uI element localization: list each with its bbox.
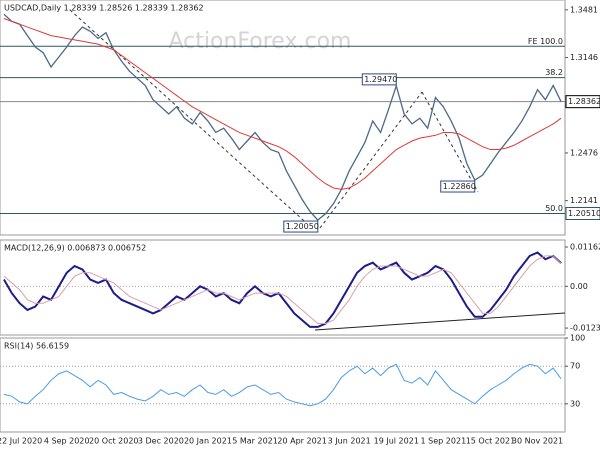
watermark: ActionForex.com xyxy=(169,29,352,54)
x-tick-label: 3 Jun 2021 xyxy=(328,437,371,446)
level-value: 1.20510 xyxy=(568,209,600,218)
level-box xyxy=(565,206,600,220)
x-tick-label: 5 Mar 2021 xyxy=(232,437,278,446)
panel-title: MACD(12,26,9) 0.006873 0.006752 xyxy=(4,244,146,253)
annotation-box xyxy=(283,220,319,233)
x-tick-label: 20 Jan 2021 xyxy=(184,437,232,446)
y-tick-label: 100 xyxy=(570,334,585,343)
last-price-label: 1.28362 xyxy=(568,97,600,106)
fib-level-label: 38.2 xyxy=(545,68,563,77)
y-tick-label: 1.2141 xyxy=(570,196,598,205)
fib-level-label: 50.0 xyxy=(545,204,563,213)
y-tick-label: 30 xyxy=(570,399,580,408)
annotation-label: 1.29470 xyxy=(364,75,397,84)
macd-frame xyxy=(0,239,566,336)
x-tick-label: 20 Apr 2021 xyxy=(277,437,326,446)
series-line xyxy=(3,251,562,328)
x-tick-label: 20 Oct 2020 xyxy=(89,437,138,446)
annotation-box xyxy=(361,73,397,86)
series-line xyxy=(3,363,562,407)
series-line xyxy=(3,255,562,325)
series-line xyxy=(3,13,562,221)
annotation-label: 1.22860 xyxy=(443,182,476,191)
trend-line xyxy=(421,91,479,193)
macd-trend-line xyxy=(314,312,566,331)
x-tick-label: 22 Jul 2020 xyxy=(0,437,42,446)
annotation-box xyxy=(440,180,476,193)
rsi-frame xyxy=(0,337,566,433)
x-tick-label: 1 Sep 2021 xyxy=(421,437,467,446)
x-tick-label: 15 Oct 2021 xyxy=(466,437,515,446)
y-tick-label: 1.2476 xyxy=(570,148,598,157)
y-tick-label: -0.012348 xyxy=(570,324,600,333)
fib-level-label: FE 100.0 xyxy=(528,37,563,46)
main-frame xyxy=(0,0,566,236)
y-tick-label: 70 xyxy=(570,362,580,371)
y-tick-label: 1.3146 xyxy=(570,53,598,62)
y-tick-label: 0.011629 xyxy=(570,243,600,252)
annotation-label: 1.20050 xyxy=(286,222,319,231)
x-tick-label: 3 Dec 2020 xyxy=(138,437,184,446)
x-tick-label: 4 Sep 2020 xyxy=(44,437,90,446)
panel-title: RSI(14) 56.6159 xyxy=(4,342,69,351)
last-price-box xyxy=(565,95,600,109)
series-line xyxy=(3,18,562,190)
x-tick-label: 30 Nov 2021 xyxy=(512,437,563,446)
x-tick-label: 19 Jul 2021 xyxy=(374,437,419,446)
y-tick-label: 1.3481 xyxy=(570,5,598,14)
panel-title: USDCAD,Daily 1.28339 1.28526 1.28339 1.2… xyxy=(4,4,204,13)
trend-line xyxy=(319,91,423,229)
y-tick-label: 0.00 xyxy=(570,282,588,291)
